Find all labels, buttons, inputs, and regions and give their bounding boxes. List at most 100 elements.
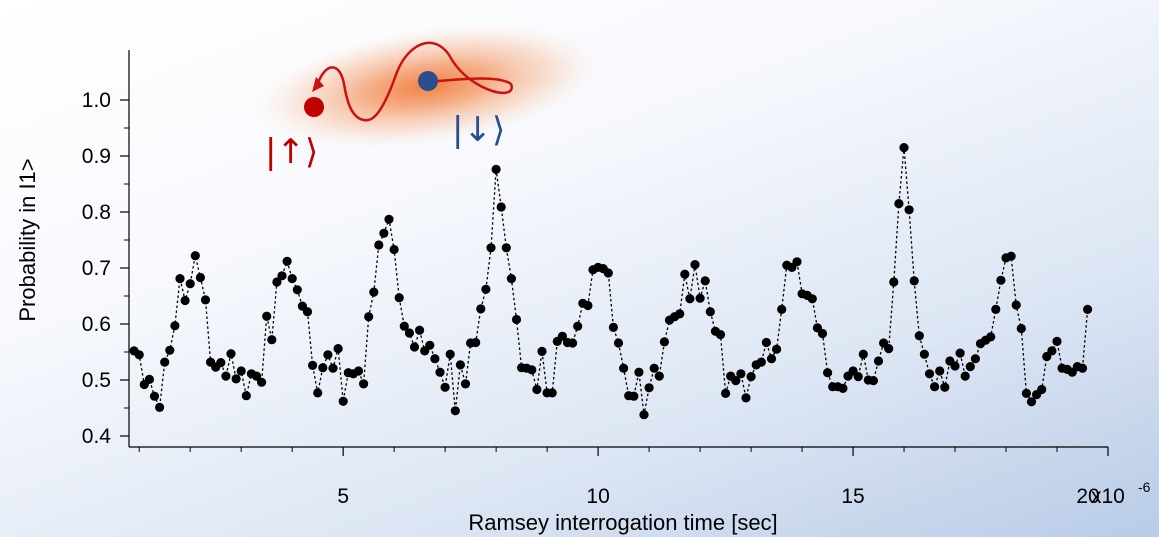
data-point — [996, 275, 1006, 285]
data-point — [675, 309, 685, 319]
data-point — [914, 331, 924, 341]
data-point — [537, 346, 547, 356]
data-point — [889, 277, 899, 287]
data-point — [226, 349, 236, 359]
data-point — [506, 274, 516, 284]
data-point — [634, 367, 644, 377]
data-point — [741, 393, 751, 403]
x-ticks: 5 10 15 20 — [138, 447, 1109, 508]
y-tick-label: 0.7 — [82, 257, 111, 280]
data-point — [695, 293, 705, 303]
data-point — [338, 396, 348, 406]
data-point — [180, 295, 190, 306]
data-point — [935, 366, 945, 376]
data-point — [919, 349, 930, 359]
data-point — [547, 388, 557, 398]
data-point — [868, 376, 879, 386]
data-point — [272, 277, 282, 287]
data-point — [302, 307, 313, 317]
data-point — [721, 388, 731, 398]
data-point — [690, 260, 700, 270]
data-point — [986, 332, 996, 342]
data-point — [359, 379, 369, 389]
data-point — [858, 349, 868, 359]
data-point — [619, 363, 629, 373]
data-point — [384, 214, 394, 224]
data-point — [930, 382, 940, 392]
data-point — [756, 357, 766, 367]
data-point — [328, 363, 338, 373]
data-point — [369, 287, 379, 297]
data-point — [761, 337, 772, 348]
data-point — [557, 331, 568, 341]
data-point — [838, 383, 848, 393]
data-point — [282, 256, 292, 266]
spin-up-dot — [304, 97, 324, 117]
data-point — [165, 345, 175, 355]
data-point — [909, 276, 919, 286]
data-point — [134, 350, 144, 360]
y-tick-label: 0.6 — [82, 313, 111, 336]
y-tick-label: 0.5 — [82, 369, 111, 392]
data-point — [965, 362, 975, 372]
data-point — [476, 304, 486, 314]
data-point — [364, 312, 374, 322]
data-point — [155, 402, 165, 412]
x-tick-label: 15 — [841, 485, 864, 508]
trajectory-path — [316, 41, 513, 122]
y-tick-label: 0.9 — [82, 145, 111, 168]
data-point — [960, 371, 970, 381]
data-point — [705, 307, 715, 317]
data-point — [333, 344, 343, 354]
data-point — [608, 322, 619, 332]
y-axis-label: Probability in I1> — [15, 158, 40, 321]
data-point — [455, 360, 465, 370]
data-point — [440, 382, 450, 392]
data-point — [195, 272, 205, 283]
data-point — [496, 202, 506, 212]
data-point — [715, 330, 726, 340]
y-tick-label: 1.0 — [82, 89, 111, 112]
data-point — [501, 243, 511, 253]
data-point — [777, 304, 787, 314]
data-point — [746, 372, 756, 382]
data-point — [894, 199, 904, 209]
data-point — [807, 294, 817, 304]
data-point — [700, 276, 710, 286]
data-point — [185, 279, 195, 289]
data-point — [1077, 363, 1088, 373]
data-point — [353, 366, 364, 376]
data-point — [481, 284, 491, 294]
data-point — [1047, 346, 1057, 356]
data-point — [955, 348, 965, 358]
data-point — [970, 354, 981, 364]
data-point — [766, 354, 777, 364]
data-point — [292, 285, 302, 295]
data-point — [267, 335, 277, 345]
data-point — [399, 321, 409, 331]
data-point — [583, 300, 593, 311]
data-point — [318, 363, 328, 373]
data-point — [149, 391, 160, 401]
data-point — [817, 328, 828, 339]
y-tick-label: 0.8 — [82, 201, 111, 224]
data-point — [323, 350, 333, 360]
data-point — [221, 371, 231, 381]
data-points — [129, 143, 1093, 420]
data-point — [1052, 336, 1062, 346]
data-point — [532, 384, 542, 395]
data-point — [792, 257, 802, 267]
data-point — [685, 294, 695, 304]
inset-illustration: |↑⟩ |↓⟩ — [253, 23, 603, 172]
x-multiplier: x10 — [1091, 485, 1125, 508]
data-point — [573, 321, 583, 331]
data-point — [899, 143, 909, 153]
data-point — [613, 338, 624, 348]
data-point — [200, 295, 211, 305]
data-point — [409, 342, 420, 352]
data-point — [639, 410, 649, 420]
data-point — [950, 361, 960, 371]
x-tick-label: 20 — [1076, 485, 1099, 508]
data-point — [394, 293, 404, 303]
